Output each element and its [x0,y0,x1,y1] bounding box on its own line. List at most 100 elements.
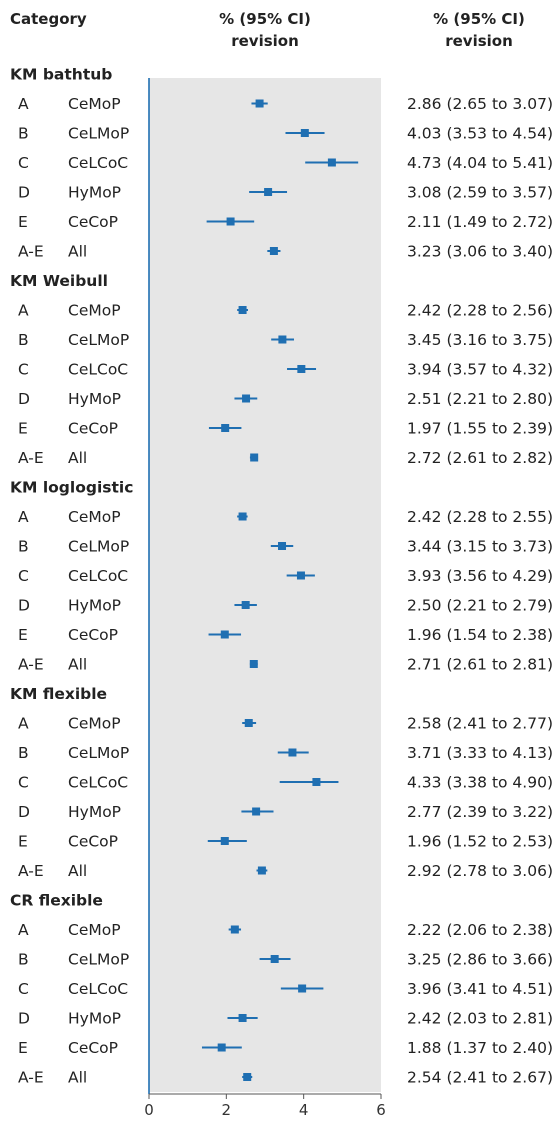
row-label: HyMoP [68,803,121,821]
row-label: HyMoP [68,390,121,408]
row-code: A [18,95,29,113]
row-value: 2.42 (2.28 to 2.55) [407,508,553,526]
x-tick-label: 0 [144,1101,154,1119]
row-value: 4.73 (4.04 to 5.41) [407,154,553,172]
point-estimate [288,749,296,757]
point-estimate [278,542,286,550]
row-code: E [18,833,28,851]
row-code: C [18,154,29,172]
row-label: CeLMoP [68,538,129,556]
plot-header-line2: revision [231,32,299,50]
row-code: D [18,597,30,615]
row-label: CeLMoP [68,951,129,969]
row-label: All [68,449,87,467]
group-title: KM loglogistic [10,479,133,497]
row-label: CeLMoP [68,331,129,349]
point-estimate [221,424,229,432]
row-code: A-E [18,1069,44,1087]
row-value: 1.96 (1.54 to 2.38) [407,626,553,644]
point-estimate [239,1014,247,1022]
point-estimate [278,336,286,344]
row-label: CeMoP [68,508,121,526]
row-value: 3.96 (3.41 to 4.51) [407,980,553,998]
row-label: CeCoP [68,833,118,851]
point-estimate [297,572,305,580]
row-value: 2.42 (2.03 to 2.81) [407,1010,553,1028]
point-estimate [250,660,258,668]
point-estimate [256,100,264,108]
point-estimate [264,188,272,196]
row-value: 3.93 (3.56 to 4.29) [407,567,553,585]
row-value: 3.44 (3.15 to 3.73) [407,538,553,556]
point-estimate [328,159,336,167]
row-label: CeCoP [68,213,118,231]
row-code: A [18,508,29,526]
point-estimate [312,778,320,786]
row-value: 2.11 (1.49 to 2.72) [407,213,553,231]
row-label: All [68,1069,87,1087]
row-value: 2.71 (2.61 to 2.81) [407,656,553,674]
row-label: CeLCoC [68,361,128,379]
group-title: KM Weibull [10,272,108,290]
group-title: KM bathtub [10,66,112,84]
point-estimate [221,837,229,845]
point-estimate [271,955,279,963]
plot-header-line1: % (95% CI) [219,10,311,28]
row-value: 3.94 (3.57 to 4.32) [407,361,553,379]
row-code: C [18,361,29,379]
row-code: B [18,125,29,143]
row-value: 2.72 (2.61 to 2.82) [407,449,553,467]
x-tick-label: 6 [376,1101,386,1119]
row-value: 2.51 (2.21 to 2.80) [407,390,553,408]
row-code: E [18,420,28,438]
row-code: B [18,951,29,969]
row-code: E [18,1039,28,1057]
row-code: E [18,626,28,644]
row-label: CeMoP [68,95,121,113]
row-value: 3.71 (3.33 to 4.13) [407,744,553,762]
value-header-line1: % (95% CI) [433,10,525,28]
point-estimate [270,247,278,255]
point-estimate [252,808,260,816]
row-label: All [68,243,87,261]
row-value: 2.42 (2.28 to 2.56) [407,302,553,320]
row-code: E [18,213,28,231]
row-value: 2.58 (2.41 to 2.77) [407,715,553,733]
row-code: B [18,538,29,556]
row-code: C [18,774,29,792]
point-estimate [218,1044,226,1052]
row-value: 2.22 (2.06 to 2.38) [407,921,553,939]
row-label: CeLMoP [68,125,129,143]
row-label: CeCoP [68,420,118,438]
point-estimate [258,867,266,875]
point-estimate [231,926,239,934]
row-code: A [18,302,29,320]
category-header: Category [10,10,87,28]
row-value: 2.54 (2.41 to 2.67) [407,1069,553,1087]
row-value: 4.03 (3.53 to 4.54) [407,125,553,143]
row-value: 1.97 (1.55 to 2.39) [407,420,553,438]
point-estimate [239,306,247,314]
row-value: 3.45 (3.16 to 3.75) [407,331,553,349]
row-code: A [18,715,29,733]
row-code: B [18,331,29,349]
row-value: 3.08 (2.59 to 3.57) [407,184,553,202]
point-estimate [298,985,306,993]
group-title: CR flexible [10,892,103,910]
row-label: CeCoP [68,626,118,644]
row-code: A-E [18,449,44,467]
row-value: 4.33 (3.38 to 4.90) [407,774,553,792]
row-value: 1.88 (1.37 to 2.40) [407,1039,553,1057]
row-value: 3.25 (2.86 to 3.66) [407,951,553,969]
x-tick-label: 4 [299,1101,309,1119]
point-estimate [301,129,309,137]
point-estimate [245,719,253,727]
row-label: CeLCoC [68,980,128,998]
row-label: All [68,862,87,880]
row-value: 2.77 (2.39 to 3.22) [407,803,553,821]
point-estimate [243,1073,251,1081]
x-tick-label: 2 [222,1101,232,1119]
row-label: CeMoP [68,921,121,939]
row-code: A [18,921,29,939]
